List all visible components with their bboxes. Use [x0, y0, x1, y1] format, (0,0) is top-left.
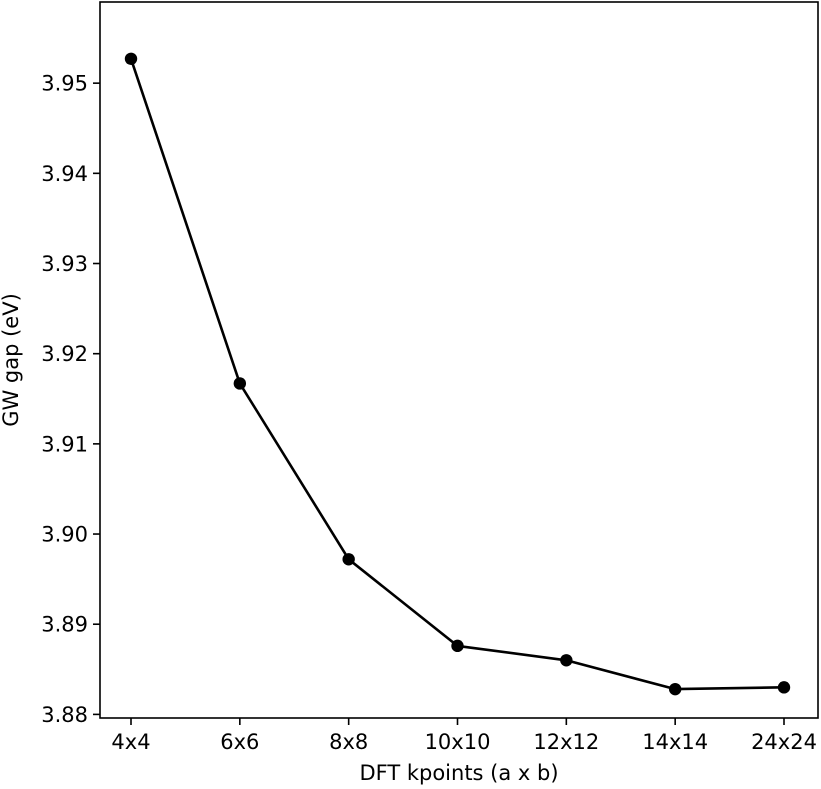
- y-axis-label: GW gap (eV): [0, 293, 23, 427]
- x-tick-label: 14x14: [642, 730, 708, 754]
- x-axis-label: DFT kpoints (a x b): [359, 761, 558, 785]
- data-point: [668, 682, 682, 696]
- x-axis: 4x4 6x6 8x8 10x10 12x12 14x14 24x24: [111, 718, 817, 754]
- plot-area-frame: [99, 1, 819, 719]
- y-tick-label: 3.88: [41, 703, 88, 727]
- data-point: [124, 52, 138, 66]
- x-tick-label: 6x6: [220, 730, 259, 754]
- data-point: [342, 553, 355, 566]
- series-layer: [124, 52, 791, 696]
- data-point: [560, 654, 573, 667]
- y-tick-label: 3.93: [41, 252, 88, 276]
- x-tick-label: 8x8: [329, 730, 368, 754]
- x-tick-label: 4x4: [111, 730, 150, 754]
- x-tick-label: 24x24: [751, 730, 817, 754]
- y-tick-label: 3.94: [41, 162, 88, 186]
- series-line: [129, 58, 785, 691]
- y-axis: 3.88 3.89 3.90 3.91 3.92 3.93 3.94 3.95: [41, 72, 100, 727]
- data-point: [451, 639, 464, 653]
- y-tick-label: 3.95: [41, 72, 88, 96]
- y-tick-label: 3.90: [41, 523, 88, 547]
- y-tick-label: 3.91: [41, 432, 88, 456]
- x-tick-label: 12x12: [533, 730, 599, 754]
- x-tick-label: 10x10: [425, 730, 491, 754]
- y-tick-label: 3.92: [41, 342, 88, 366]
- data-point: [233, 377, 247, 390]
- data-point: [777, 681, 791, 694]
- y-tick-label: 3.89: [41, 613, 88, 637]
